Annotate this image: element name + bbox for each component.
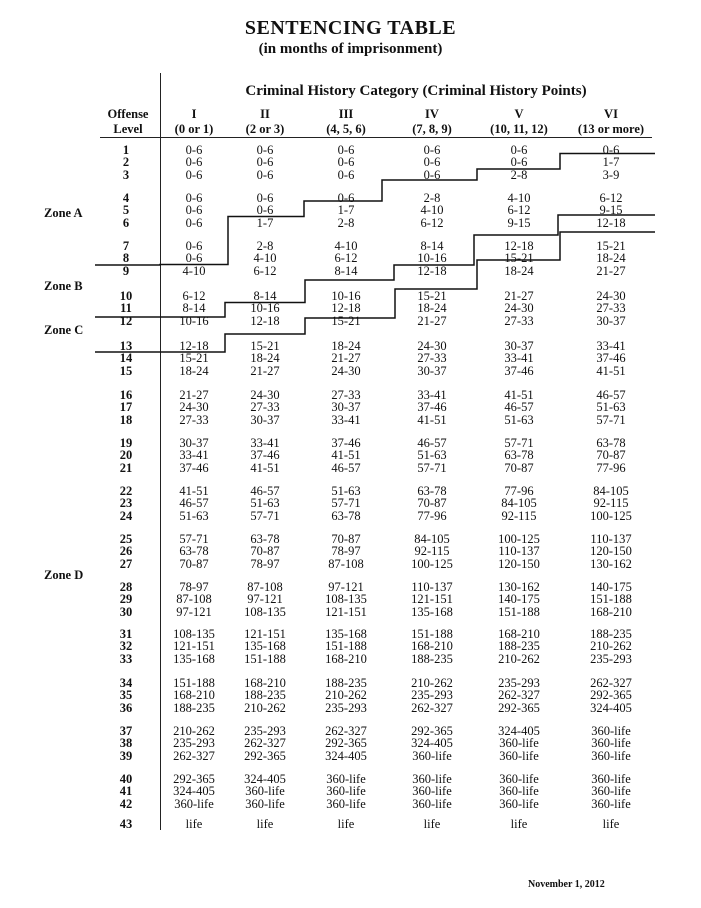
footer-date: November 1, 2012: [528, 879, 605, 890]
zone-a-b-boundary: [95, 154, 655, 266]
zone-c-d-boundary: [95, 232, 655, 352]
zone-b-c-boundary: [95, 215, 655, 317]
